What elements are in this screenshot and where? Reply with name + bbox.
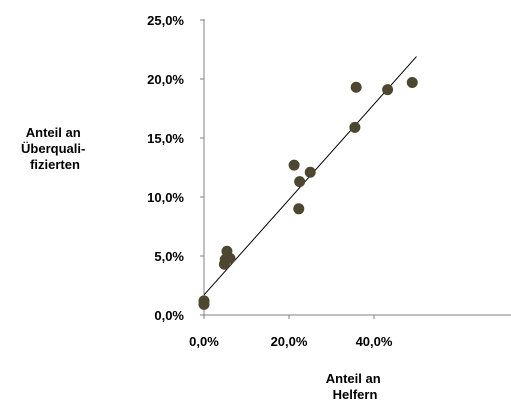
y-tick-label: 5,0% (154, 249, 184, 264)
y-tick-label: 15,0% (147, 131, 184, 146)
y-tick-label: 25,0% (147, 13, 184, 28)
data-point (304, 166, 316, 178)
plot-area (198, 19, 511, 319)
data-point (382, 84, 394, 96)
x-axis-title-line-1: Anteil an (326, 371, 381, 386)
data-point (288, 159, 300, 171)
data-point (349, 121, 361, 133)
data-point (294, 176, 306, 188)
x-axis-title-line-2: Helfern (333, 387, 378, 402)
x-axis-title: Anteil an Helfern (326, 371, 385, 402)
y-axis-title-line-2: Überquali- (21, 141, 85, 156)
data-point (293, 203, 305, 215)
data-point (198, 295, 210, 307)
y-tick-label: 0,0% (154, 308, 184, 323)
data-point (406, 77, 418, 89)
y-tick-label: 10,0% (147, 190, 184, 205)
x-tick-label: 20,0% (271, 334, 308, 349)
y-tick-label: 20,0% (147, 72, 184, 87)
y-axis-title-line-1: Anteil an (26, 125, 81, 140)
x-tick-label: 40,0% (356, 334, 393, 349)
y-tick-labels: 0,0% 5,0% 10,0% 15,0% 20,0% 25,0% (147, 13, 184, 323)
y-tick-marks (200, 19, 204, 316)
x-tick-label: 0,0% (189, 334, 219, 349)
data-point (350, 81, 362, 93)
y-axis-title: Anteil an Überquali- fizierten (21, 125, 89, 172)
x-tick-marks (203, 315, 375, 319)
data-point (221, 245, 233, 257)
data-points (198, 77, 418, 310)
x-tick-labels: 0,0% 20,0% 40,0% (189, 334, 393, 349)
y-axis-title-line-3: fizierten (30, 157, 80, 172)
